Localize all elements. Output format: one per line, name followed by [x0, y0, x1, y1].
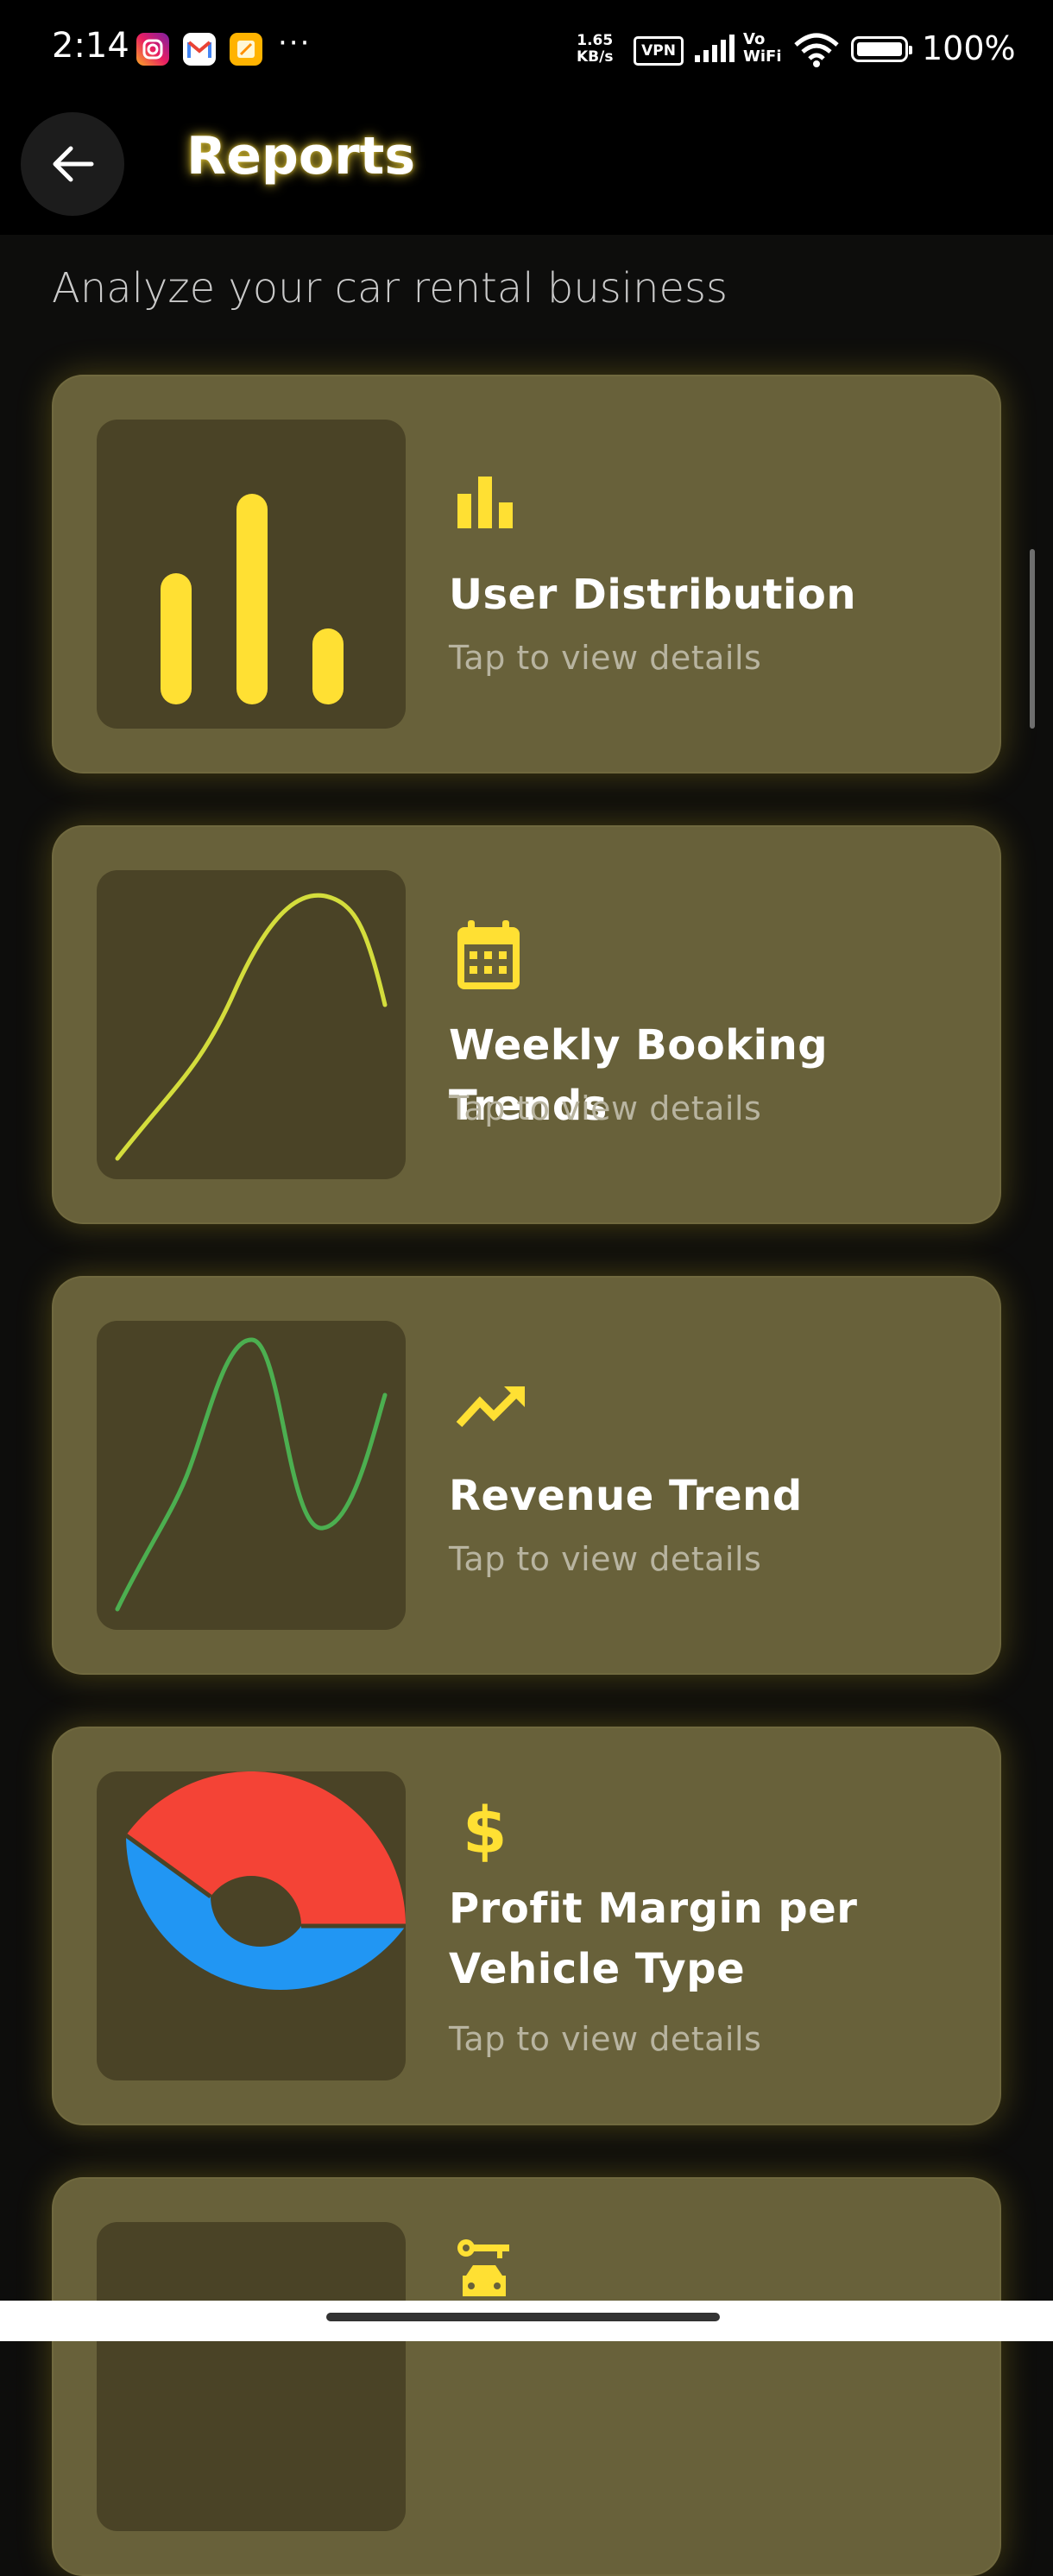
line-chart-thumbnail: [97, 870, 406, 1179]
donut-chart-thumbnail: [97, 1771, 406, 2080]
battery-level: 100%: [922, 29, 1016, 67]
status-time: 2:14: [52, 26, 129, 66]
card-subtitle: Tap to view details: [449, 1540, 762, 1578]
report-card-user-distribution[interactable]: User Distribution Tap to view details: [52, 375, 1001, 773]
car-key-icon: [457, 2239, 509, 2296]
status-bar: 2:14 ··· 1.65 KB/s VPN Vo WiFi 100%: [0, 0, 1053, 104]
net-speed: 1.65 KB/s: [577, 32, 614, 66]
report-card-revenue-trend[interactable]: Revenue Trend Tap to view details: [52, 1276, 1001, 1675]
gmail-icon: [183, 33, 216, 66]
more-notifications-icon: ···: [278, 26, 312, 60]
card-subtitle: Tap to view details: [449, 639, 762, 677]
arrow-left-icon: [53, 146, 94, 182]
report-card-profit-margin[interactable]: $ Profit Margin per Vehicle Type Tap to …: [52, 1727, 1001, 2125]
card-subtitle: Tap to view details: [449, 2020, 762, 2058]
report-card-vehicle[interactable]: [52, 2177, 1001, 2576]
thumb-bar-3: [312, 628, 344, 704]
thumb-bar-2: [236, 494, 268, 704]
svg-text:$: $: [463, 1796, 508, 1865]
thumb-slice-blue: [126, 1835, 406, 1991]
card-title: User Distribution: [449, 571, 856, 619]
bar-chart-icon: [457, 477, 513, 528]
page-subtitle: Analyze your car rental business: [52, 264, 728, 313]
vowifi-label: Vo WiFi: [743, 30, 782, 66]
report-card-weekly-booking-trends[interactable]: Weekly Booking Trends Tap to view detail…: [52, 825, 1001, 1224]
vpn-badge: VPN: [634, 36, 684, 66]
thumb-line: [115, 893, 388, 1161]
thumb-line: [115, 1337, 388, 1612]
app-bar: Reports: [0, 104, 1053, 235]
instagram-icon: [136, 33, 169, 66]
scrollbar[interactable]: [1030, 549, 1035, 729]
bar-chart-thumbnail: [97, 420, 406, 729]
card-title: Revenue Trend: [449, 1472, 803, 1520]
card-subtitle: Tap to view details: [449, 1089, 762, 1127]
thumb-bar-1: [161, 573, 192, 704]
card-title: Profit Margin per Vehicle Type: [449, 1885, 858, 1993]
notes-icon: [230, 33, 262, 66]
line-chart-thumbnail: [97, 1321, 406, 1630]
trending-up-icon: [456, 1386, 525, 1428]
dollar-icon: $: [463, 1796, 508, 1865]
back-button[interactable]: [21, 112, 124, 216]
signal-icon: [695, 35, 735, 62]
battery-icon: [851, 36, 912, 62]
home-indicator[interactable]: [326, 2313, 720, 2321]
card-title: Weekly Booking Trends: [449, 1021, 829, 1130]
wifi-icon: [794, 33, 839, 67]
page-title: Reports: [186, 126, 416, 186]
gesture-bar: [0, 2301, 1053, 2341]
thumb-slice-red: [126, 1771, 406, 1926]
chart-thumbnail: [97, 2222, 406, 2531]
calendar-icon: [457, 920, 520, 989]
